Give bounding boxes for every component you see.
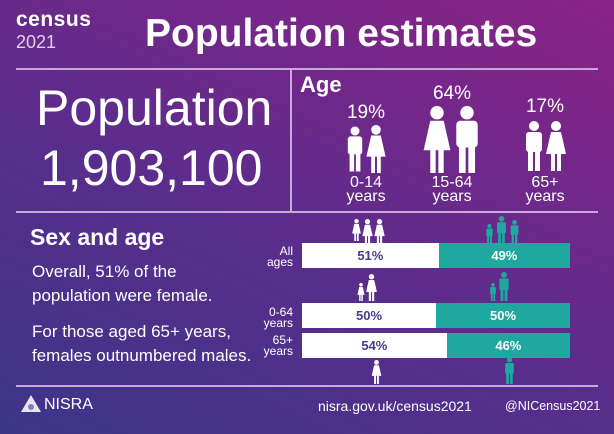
age-group-15-64: 64% 15-64 years xyxy=(412,83,492,205)
bar-0-64: 50% 50% xyxy=(302,303,570,328)
age-pct: 64% xyxy=(432,83,472,104)
divider xyxy=(290,69,292,212)
male-family-icon xyxy=(485,216,520,244)
age-title: Age xyxy=(300,72,342,97)
text-line: population were female. xyxy=(32,286,213,305)
male-segment: 49% xyxy=(438,243,570,268)
age-group-65-plus: 17% 65+ years xyxy=(505,96,585,205)
summary-text: For those aged 65+ years, females outnumb… xyxy=(32,320,251,368)
sex-age-title: Sex and age xyxy=(30,224,165,250)
bar-label: All ages xyxy=(266,244,293,269)
female-family-icon xyxy=(357,274,377,301)
text-line: For those aged 65+ years, xyxy=(32,322,231,341)
divider xyxy=(16,385,598,387)
age-pct: 19% xyxy=(346,102,386,123)
nisra-logo-text: NISRA xyxy=(44,396,93,413)
bar-all-ages: 51% 49% xyxy=(302,243,570,268)
adults-icon xyxy=(412,106,492,173)
text-line: Overall, 51% of the xyxy=(32,262,177,281)
twitter-handle[interactable]: @NICensus2021 xyxy=(505,399,601,413)
text-line: females outnumbered males. xyxy=(32,346,252,365)
age-label: years xyxy=(346,188,386,205)
bar-65-plus: 54% 46% xyxy=(302,333,570,358)
bar-label: 0-64 years xyxy=(263,305,293,330)
bar-label-line: 0-64 xyxy=(268,305,293,319)
elderly-icon xyxy=(505,119,585,173)
bar-label-line: All xyxy=(279,244,293,258)
divider xyxy=(16,68,598,70)
bar-label-line: 65+ xyxy=(272,333,293,347)
female-segment: 54% xyxy=(302,333,447,358)
female-segment: 50% xyxy=(302,303,436,328)
age-pct: 17% xyxy=(525,96,565,117)
age-label: 15-64 xyxy=(431,174,473,191)
age-label: 0-14 xyxy=(349,174,383,191)
summary-text: Overall, 51% of the population were femal… xyxy=(32,260,213,308)
bar-label-line: years xyxy=(263,344,293,358)
male-segment: 46% xyxy=(446,333,570,358)
website-link[interactable]: nisra.gov.uk/census2021 xyxy=(318,398,472,414)
children-icon xyxy=(326,125,406,173)
census-logo-year: 2021 xyxy=(16,32,57,52)
age-label: 65+ xyxy=(531,174,559,191)
bar-label-line: years xyxy=(263,316,293,330)
page-title: Population estimates xyxy=(145,12,538,55)
population-label: Population xyxy=(36,80,273,136)
bar-label: 65+ years xyxy=(263,333,293,358)
age-group-0-14: 19% 0-14 years xyxy=(326,102,406,205)
female-segment: 51% xyxy=(302,243,439,268)
population-value: 1,903,100 xyxy=(40,140,263,196)
male-segment: 50% xyxy=(436,303,570,328)
nisra-logo: NISRA xyxy=(20,394,93,416)
divider xyxy=(16,211,598,213)
bar-label-line: ages xyxy=(266,255,293,269)
age-label: years xyxy=(432,188,472,205)
age-label: years xyxy=(525,188,565,205)
female-family-icon xyxy=(352,219,385,245)
census-logo: census xyxy=(16,8,92,31)
nisra-logo-icon xyxy=(21,395,41,412)
male-family-icon xyxy=(489,272,510,301)
